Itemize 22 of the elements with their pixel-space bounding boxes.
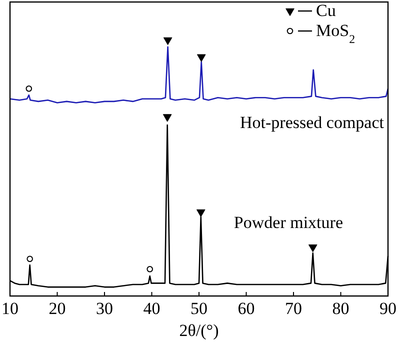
x-tick-label: 30 [96, 299, 113, 318]
x-tick-label: 70 [285, 299, 302, 318]
x-tick-label: 60 [238, 299, 255, 318]
x-tick-label: 20 [48, 299, 66, 318]
x-tick-label: 80 [332, 299, 350, 318]
series-label: Powder mixture [234, 213, 343, 232]
point [196, 209, 206, 218]
series-label: Hot-pressed compact [240, 112, 384, 132]
point [162, 114, 172, 122]
x-axis-title: 2θ/(°) [179, 321, 219, 340]
x-tick-label: 40 [143, 299, 160, 318]
x-tick-label: 10 [2, 299, 18, 318]
point [146, 266, 154, 272]
point [163, 37, 172, 46]
point [26, 86, 32, 92]
x-tick-label: 90 [380, 299, 396, 318]
point [196, 54, 206, 62]
point [26, 256, 33, 262]
point [308, 244, 318, 252]
legend-label: MoS$_{2}$ [316, 21, 356, 46]
x-tick-label: 50 [190, 299, 208, 318]
legend-label: Cu [316, 1, 336, 20]
